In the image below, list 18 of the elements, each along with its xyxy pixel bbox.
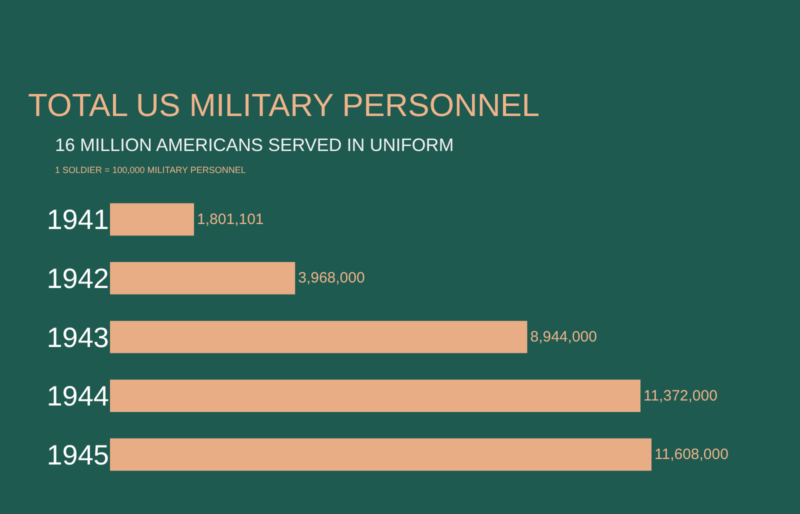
chart-title: TOTAL US MILITARY PERSONNEL bbox=[28, 87, 540, 124]
bar bbox=[110, 438, 652, 471]
y-tick-label: 1941 bbox=[46, 204, 109, 236]
data-label: 11,372,000 bbox=[643, 387, 718, 404]
y-tick-label: 1942 bbox=[46, 263, 109, 294]
text: 1 SOLDIER = 100,000 MILITARY PERSONNEL bbox=[55, 165, 246, 175]
bar bbox=[110, 320, 528, 354]
y-tick-label: 1944 bbox=[46, 380, 109, 412]
bar bbox=[110, 203, 194, 236]
bar bbox=[110, 262, 296, 294]
data-label: 1,801,101 bbox=[197, 210, 264, 228]
chart-subtitle: 16 MILLION AMERICANS SERVED IN UNIFORM bbox=[55, 135, 454, 155]
data-label: 3,968,000 bbox=[298, 270, 365, 287]
y-tick-label: 1943 bbox=[46, 322, 109, 353]
data-label: 8,944,000 bbox=[530, 328, 597, 346]
y-tick-label: 1945 bbox=[46, 439, 109, 470]
data-label: 11,608,000 bbox=[654, 446, 728, 464]
bar bbox=[110, 380, 640, 412]
